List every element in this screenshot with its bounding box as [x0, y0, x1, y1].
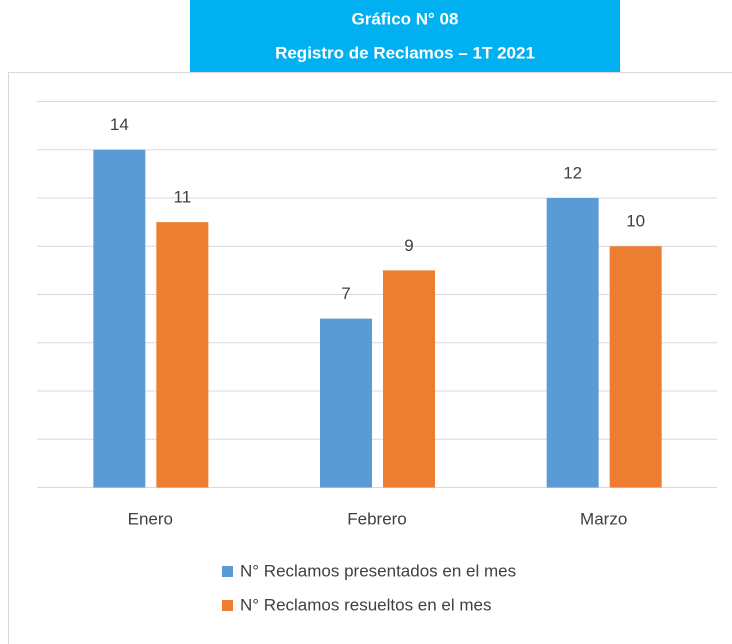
data-label: 14	[110, 115, 129, 134]
data-label: 10	[626, 212, 645, 231]
chart-title: Gráfico N° 08	[352, 9, 459, 28]
legend-label: N° Reclamos resueltos en el mes	[240, 595, 492, 614]
data-label: 12	[563, 163, 582, 182]
bar	[156, 222, 209, 488]
data-label: 7	[341, 284, 350, 303]
bar	[320, 318, 372, 488]
x-tick-label: Enero	[128, 509, 173, 528]
data-label: 9	[404, 236, 413, 255]
bar	[546, 198, 599, 488]
x-tick-label: Marzo	[580, 509, 627, 528]
bar	[609, 246, 662, 488]
x-tick-label: Febrero	[347, 509, 407, 528]
legend-swatch	[222, 566, 233, 577]
legend-label: N° Reclamos presentados en el mes	[240, 561, 516, 580]
data-label: 11	[174, 188, 192, 207]
legend-swatch	[222, 600, 233, 611]
title-banner	[190, 0, 620, 72]
chart-subtitle: Registro de Reclamos – 1T 2021	[275, 43, 535, 62]
bar	[383, 270, 435, 488]
bar	[93, 149, 146, 488]
